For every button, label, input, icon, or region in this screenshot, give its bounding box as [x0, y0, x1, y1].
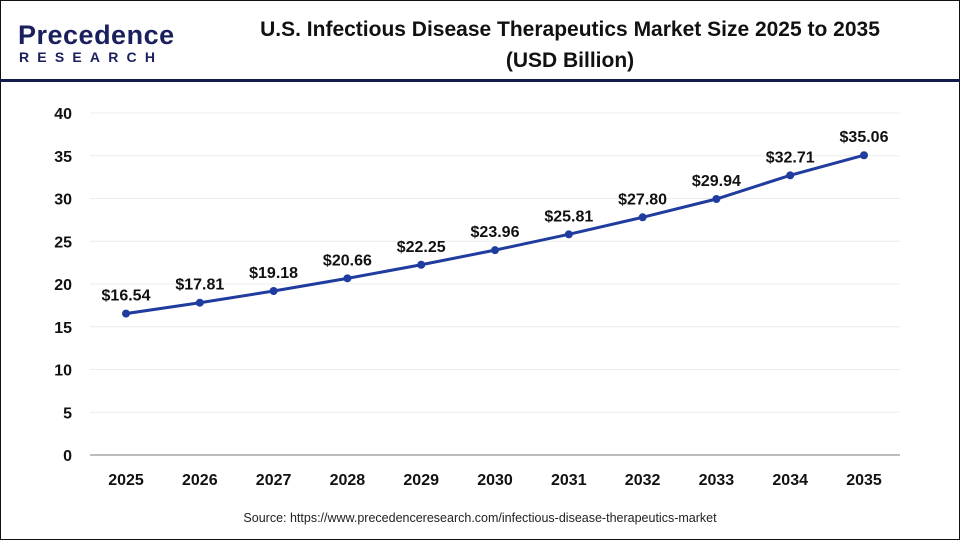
data-point — [786, 171, 795, 180]
y-tick-label: 40 — [54, 106, 72, 123]
x-tick-label: 2034 — [772, 472, 808, 489]
x-tick-label: 2028 — [330, 472, 366, 489]
y-tick-label: 5 — [63, 405, 72, 422]
data-point — [269, 287, 278, 296]
y-tick-label: 30 — [54, 192, 72, 209]
data-point — [491, 246, 499, 255]
data-label: $23.96 — [471, 224, 520, 241]
data-label: $19.18 — [249, 265, 298, 282]
x-tick-label: 2030 — [477, 472, 513, 489]
y-tick-label: 10 — [54, 363, 72, 380]
title-line-1: U.S. Infectious Disease Therapeutics Mar… — [260, 18, 880, 41]
chart-title: U.S. Infectious Disease Therapeutics Mar… — [200, 14, 940, 76]
x-tick-label: 2031 — [551, 472, 587, 489]
logo-text-top: Precedence — [18, 20, 175, 50]
data-point — [343, 274, 352, 283]
x-tick-label: 2025 — [108, 472, 144, 489]
y-tick-label: 25 — [54, 234, 72, 251]
data-point — [638, 213, 647, 222]
x-tick-label: 2035 — [846, 472, 882, 489]
data-point — [564, 230, 573, 239]
x-tick-label: 2029 — [403, 472, 439, 489]
logo-text-bottom: RESEARCH — [19, 49, 164, 65]
data-label: $25.81 — [544, 208, 593, 225]
y-tick-label: 0 — [63, 448, 72, 465]
data-label: $27.80 — [618, 191, 667, 208]
header-divider — [0, 79, 960, 82]
data-point — [860, 151, 868, 160]
source-text: Source: https://www.precedenceresearch.c… — [243, 511, 717, 525]
x-tick-label: 2027 — [256, 472, 292, 489]
data-label: $17.81 — [175, 277, 224, 294]
data-label: $20.66 — [323, 252, 372, 269]
y-tick-label: 15 — [54, 320, 72, 337]
x-tick-label: 2033 — [699, 472, 735, 489]
data-label: $29.94 — [692, 173, 741, 190]
y-tick-label: 20 — [54, 277, 72, 294]
data-label: $16.54 — [102, 288, 151, 305]
precedence-research-logo: Precedence RESEARCH — [16, 20, 174, 65]
x-tick-label: 2032 — [625, 472, 661, 489]
data-label: $32.71 — [766, 149, 815, 166]
data-point — [195, 298, 204, 307]
data-label: $35.06 — [840, 129, 889, 146]
data-point — [712, 195, 721, 204]
data-label: $22.25 — [397, 239, 446, 256]
x-tick-label: 2026 — [182, 472, 218, 489]
data-point — [122, 309, 130, 318]
data-point — [417, 260, 426, 269]
title-line-2: (USD Billion) — [505, 49, 635, 72]
y-tick-label: 35 — [54, 149, 72, 166]
